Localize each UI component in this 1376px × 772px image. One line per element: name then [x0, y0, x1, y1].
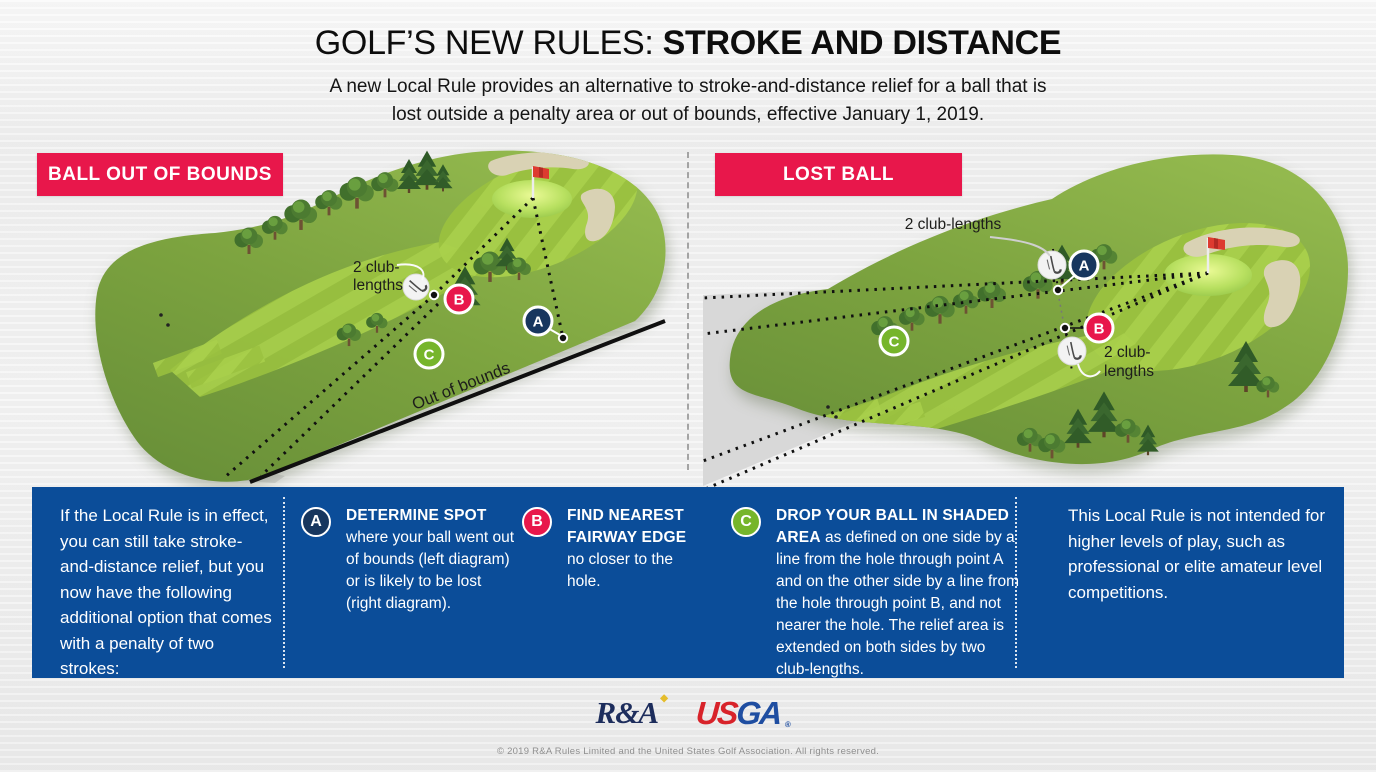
golfer-dot [834, 415, 838, 419]
page-title-bold: STROKE AND DISTANCE [662, 24, 1062, 62]
info-item-b: B FIND NEAREST FAIRWAY EDGE no closer to… [522, 505, 717, 593]
usga-logo: USGA ® [694, 694, 791, 731]
randa-gold-mark-icon: ◆ [660, 693, 668, 704]
info-item-a: A DETERMINE SPOT where your ball went ou… [301, 505, 531, 615]
svg-text:C: C [424, 347, 435, 364]
left-diagram-title: BALL OUT OF BOUNDS [48, 163, 272, 185]
flag-icon [531, 166, 549, 198]
right-badge-c: C [878, 325, 910, 357]
left-diagram-title-ribbon: BALL OUT OF BOUNDS [37, 153, 283, 196]
club-label-connector [1077, 363, 1101, 378]
right-badge-b: B [1083, 312, 1115, 344]
bunker [1183, 227, 1300, 257]
club-label-connector [989, 236, 1051, 257]
info-badge-b: B [522, 507, 552, 537]
info-divider-1 [283, 497, 285, 668]
club-measure-line-b [1064, 327, 1073, 372]
svg-text:C: C [889, 334, 900, 351]
left-course-illustration: B A C 2 club- lengths Out of bounds [95, 150, 666, 484]
info-item-c: C DROP YOUR BALL IN SHADED AREA as defin… [731, 505, 1023, 681]
flag-icon [1206, 237, 1225, 273]
subtitle-line-1: A new Local Rule provides an alternative… [329, 76, 1047, 97]
right-badge-a: A [1068, 249, 1100, 281]
ball-marker-dot [430, 291, 438, 299]
tee-boxes [152, 339, 266, 389]
svg-text:B: B [454, 292, 465, 309]
right-club-label-line1: 2 club- [1104, 344, 1151, 361]
left-club-label-line2: lengths [353, 277, 403, 294]
randa-logo: R&A ◆ [595, 693, 668, 730]
club-lengths-icon [1037, 250, 1067, 280]
outro-text: This Local Rule is not intended for high… [1068, 506, 1326, 602]
header: GOLF’S NEW RULES: STROKE AND DISTANCE A … [0, 0, 1376, 128]
right-club-label-line2: lengths [1104, 363, 1154, 380]
svg-text:A: A [1079, 258, 1090, 275]
bunker [580, 188, 615, 242]
registered-mark: ® [784, 719, 791, 729]
bunker [1263, 260, 1301, 328]
info-item-a-text: where your ball went out of bounds (left… [346, 529, 515, 612]
svg-text:B: B [1094, 321, 1105, 338]
info-divider-2 [1015, 497, 1017, 668]
club-label-connector [396, 263, 425, 281]
right-course-illustration: A B C 2 club-lengths 2 club- lengths [702, 154, 1348, 492]
club-lengths-icon [402, 273, 430, 301]
diagram-lost-ball: LOST BALL [700, 145, 1360, 492]
page-subtitle: A new Local Rule provides an alternative… [0, 73, 1376, 128]
copyright-text: © 2019 R&A Rules Limited and the United … [496, 746, 880, 757]
info-item-c-text: as defined on one side by a line from th… [776, 529, 1019, 678]
golfer-dot [826, 405, 830, 409]
svg-text:A: A [533, 314, 544, 331]
oob-line [249, 319, 666, 484]
page-title: GOLF’S NEW RULES: STROKE AND DISTANCE [0, 24, 1376, 63]
ball-marker-a-dot [1054, 286, 1062, 294]
club-lengths-icon [1057, 336, 1087, 366]
left-badge-c: C [413, 338, 445, 370]
info-badge-a: A [301, 507, 331, 537]
diagram-ball-out-of-bounds: BALL OUT OF BOUNDS [35, 145, 685, 485]
relief-lines [224, 196, 565, 479]
golfer-dot [166, 323, 170, 327]
badge-a-connector [1060, 275, 1075, 288]
info-item-a-title: DETERMINE SPOT [346, 507, 487, 524]
green-surround [1085, 223, 1311, 371]
putting-green [1164, 254, 1252, 296]
info-item-b-text: no closer to the hole. [567, 551, 673, 590]
page-title-regular: GOLF’S NEW RULES: [314, 24, 663, 62]
left-badge-b: B [443, 283, 475, 315]
info-item-c-title: DROP YOUR BALL IN SHADED AREA [776, 507, 1010, 546]
ball-marker-b-dot [1061, 324, 1069, 332]
info-badge-c: C [731, 507, 761, 537]
point-a-marker-dot [559, 334, 567, 342]
left-badge-a: A [522, 305, 554, 337]
right-diagram-title: LOST BALL [782, 163, 895, 185]
footer: R&A ◆ USGA ® © 2019 R&A Rules Limited and … [0, 688, 1376, 757]
panel-divider [687, 152, 689, 470]
right-diagram-title-ribbon: LOST BALL [715, 153, 962, 196]
bunker [488, 152, 589, 176]
left-club-label-line1: 2 club- [353, 259, 400, 276]
intro-text: If the Local Rule is in effect, you can … [60, 506, 272, 678]
info-item-b-title: FIND NEAREST FAIRWAY EDGE [567, 507, 687, 546]
info-bar: If the Local Rule is in effect, you can … [32, 487, 1344, 678]
right-club-label-top: 2 club-lengths [905, 216, 1002, 233]
golfer-dot [159, 313, 163, 317]
subtitle-line-2: lost outside a penalty area or out of bo… [391, 103, 985, 125]
